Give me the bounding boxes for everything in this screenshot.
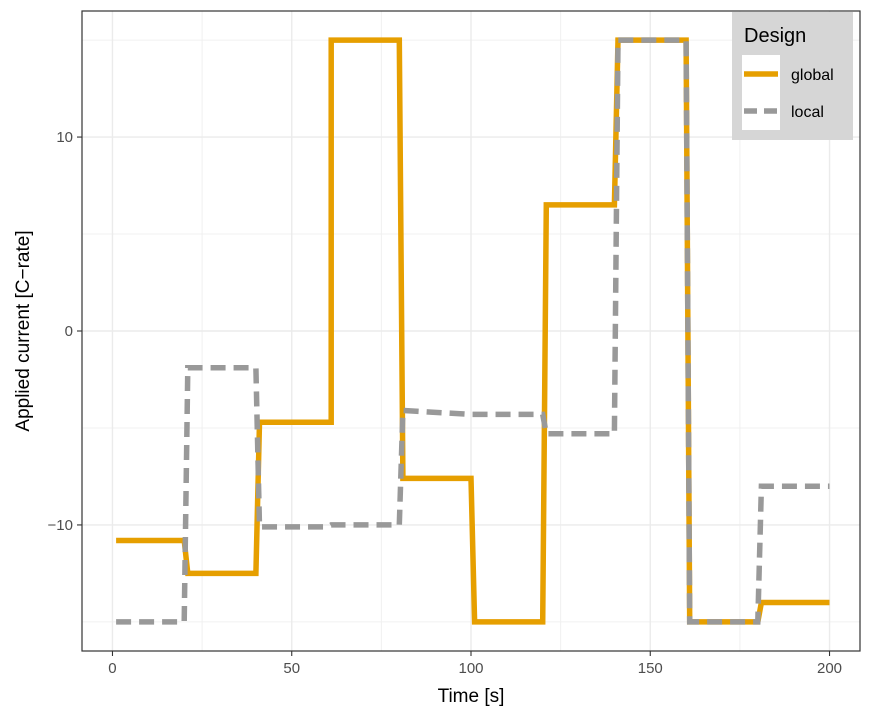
- series-line-local: [116, 37, 830, 625]
- x-tick-label: 100: [458, 660, 483, 677]
- y-tick-label: 10: [56, 129, 73, 146]
- y-tick-label: 0: [65, 323, 73, 340]
- legend-label-local: local: [791, 104, 824, 121]
- y-axis-title: Applied current [C−rate]: [13, 230, 34, 431]
- y-axis-ticks: −10 0 10: [48, 129, 82, 534]
- series-layer: [116, 37, 830, 625]
- x-tick-label: 50: [283, 660, 300, 677]
- legend-title: Design: [744, 25, 806, 47]
- legend: Design global local: [732, 12, 853, 140]
- legend-label-global: global: [791, 67, 834, 84]
- y-tick-label: −10: [48, 517, 73, 534]
- x-tick-label: 150: [638, 660, 663, 677]
- x-tick-label: 0: [108, 660, 116, 677]
- x-tick-label: 200: [817, 660, 842, 677]
- x-axis-ticks: 0 50 100 150 200: [108, 651, 842, 677]
- x-axis-title: Time [s]: [438, 686, 505, 707]
